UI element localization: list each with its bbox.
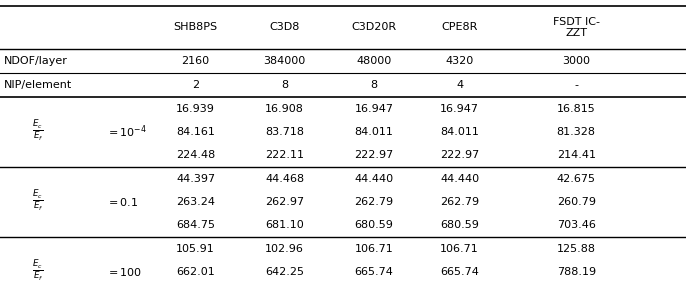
Text: 102.96: 102.96 [265,244,304,253]
Text: C3D8: C3D8 [270,22,300,32]
Text: 680.59: 680.59 [440,220,479,230]
Text: 214.41: 214.41 [557,150,595,160]
Text: NIP/element: NIP/element [3,80,71,90]
Text: 222.11: 222.11 [265,150,304,160]
Text: 4: 4 [456,80,463,90]
Text: 125.88: 125.88 [557,244,595,253]
Text: 703.46: 703.46 [557,220,595,230]
Text: 84.011: 84.011 [440,127,479,137]
Text: 48000: 48000 [356,56,392,66]
Text: $=0.1$: $=0.1$ [106,196,139,208]
Text: $\frac{E_c}{E_f}$: $\frac{E_c}{E_f}$ [32,188,43,213]
Text: CPE8R: CPE8R [441,22,478,32]
Text: 4320: 4320 [445,56,474,66]
Text: 42.675: 42.675 [557,174,595,183]
Text: -: - [574,80,578,90]
Text: 681.10: 681.10 [265,220,304,230]
Text: 222.97: 222.97 [440,150,480,160]
Text: NDOF/layer: NDOF/layer [3,56,67,66]
Text: C3D20R: C3D20R [351,22,397,32]
Text: 106.71: 106.71 [440,244,479,253]
Text: 106.71: 106.71 [355,244,393,253]
Text: 2: 2 [192,80,199,90]
Text: 2160: 2160 [182,56,209,66]
Text: $\frac{E_c}{E_f}$: $\frac{E_c}{E_f}$ [32,118,43,143]
Text: 105.91: 105.91 [176,244,215,253]
Text: 262.97: 262.97 [265,197,305,207]
Text: 262.79: 262.79 [354,197,394,207]
Text: $=10^{-4}$: $=10^{-4}$ [106,124,147,140]
Text: 384000: 384000 [263,56,306,66]
Text: 788.19: 788.19 [556,267,596,277]
Text: $\frac{E_c}{E_f}$: $\frac{E_c}{E_f}$ [32,258,43,281]
Text: SHB8PS: SHB8PS [174,22,217,32]
Text: FSDT IC-
ZZT: FSDT IC- ZZT [553,17,600,38]
Text: 222.97: 222.97 [354,150,394,160]
Text: 16.947: 16.947 [355,104,393,114]
Text: 83.718: 83.718 [265,127,304,137]
Text: 642.25: 642.25 [265,267,304,277]
Text: $=100$: $=100$ [106,266,143,278]
Text: 16.815: 16.815 [557,104,595,114]
Text: 16.947: 16.947 [440,104,479,114]
Text: 684.75: 684.75 [176,220,215,230]
Text: 16.939: 16.939 [176,104,215,114]
Text: 84.011: 84.011 [355,127,393,137]
Text: 263.24: 263.24 [176,197,215,207]
Text: 665.74: 665.74 [355,267,393,277]
Text: 680.59: 680.59 [355,220,393,230]
Text: 84.161: 84.161 [176,127,215,137]
Text: 44.397: 44.397 [176,174,215,183]
Text: 662.01: 662.01 [176,267,215,277]
Text: 44.440: 44.440 [440,174,480,183]
Text: 44.440: 44.440 [354,174,394,183]
Text: 16.908: 16.908 [265,104,304,114]
Text: 3000: 3000 [563,56,590,66]
Text: 665.74: 665.74 [440,267,479,277]
Text: 44.468: 44.468 [265,174,305,183]
Text: 8: 8 [370,80,377,90]
Text: 81.328: 81.328 [557,127,595,137]
Text: 224.48: 224.48 [176,150,215,160]
Text: 260.79: 260.79 [557,197,595,207]
Text: 8: 8 [281,80,288,90]
Text: 262.79: 262.79 [440,197,480,207]
